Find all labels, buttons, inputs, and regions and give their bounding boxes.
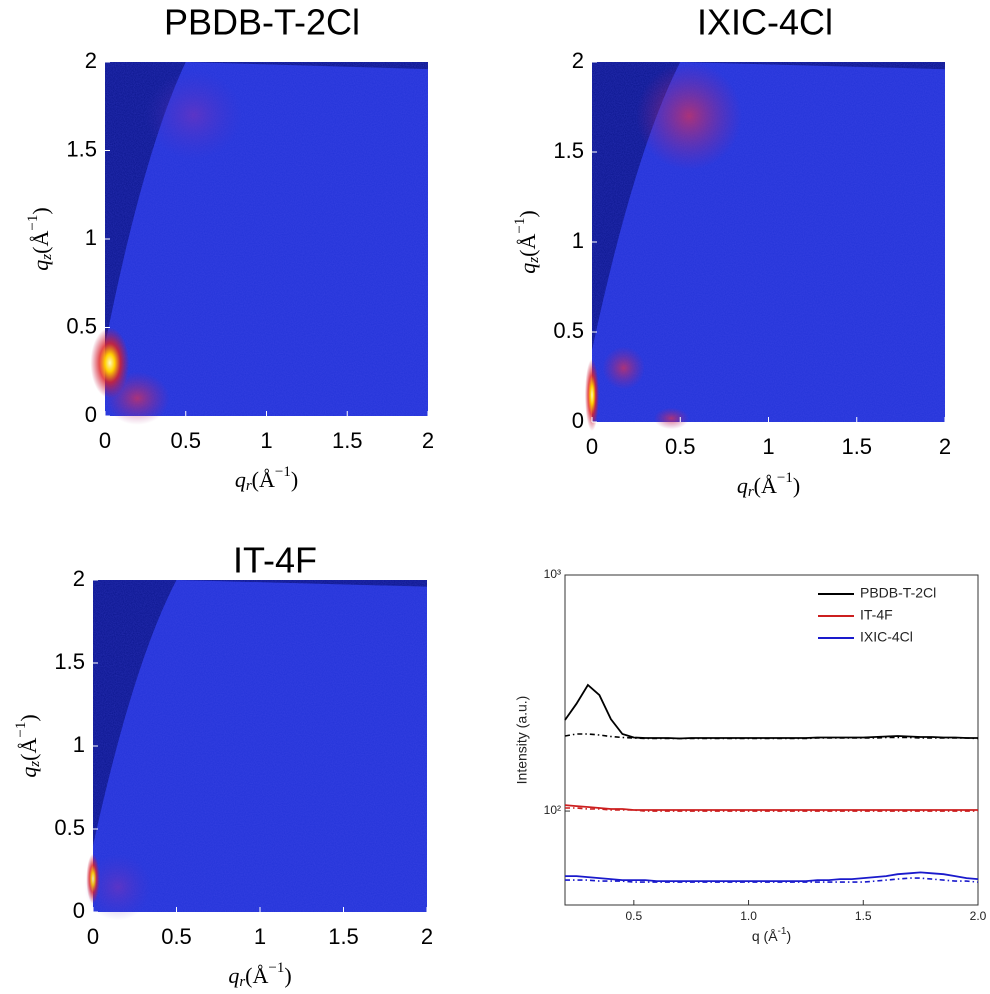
- label-superscript: −1: [777, 470, 793, 486]
- label-superscript: -1: [778, 926, 787, 937]
- label-subscript: z: [526, 257, 542, 264]
- x-axis-label: qr(Å−1): [737, 470, 800, 500]
- chart-title: IXIC-4Cl: [697, 2, 833, 43]
- chart-title: PBDB-T-2Cl: [164, 2, 360, 43]
- label-unit: (Å: [754, 473, 777, 498]
- y-tick-label: 0.5: [553, 318, 584, 343]
- label-unit: (Å: [16, 738, 41, 761]
- y-tick-label: 0: [73, 898, 85, 923]
- y-tick-label: 1: [85, 225, 97, 250]
- label-symbol: q: [228, 963, 239, 988]
- plot-frame: [564, 574, 979, 906]
- label-unit: (Å: [28, 231, 53, 254]
- intensity-spot: [653, 407, 690, 430]
- x-axis-label: qr(Å−1): [235, 464, 298, 494]
- series-line: [564, 804, 978, 811]
- x-tick-label: 1: [254, 924, 266, 949]
- label-close: ): [786, 928, 791, 944]
- x-tick-label: 2: [422, 428, 434, 453]
- label-close: ): [16, 714, 41, 721]
- label-symbol: q: [235, 467, 246, 492]
- label-superscript: −1: [275, 464, 291, 480]
- intensity-spot: [602, 346, 645, 390]
- y-tick-label: 0: [572, 408, 584, 433]
- label-superscript: −1: [13, 722, 29, 738]
- label-close: ): [515, 210, 540, 217]
- legend-label: IT-4F: [860, 607, 893, 623]
- x-tick-label: 0.5: [170, 428, 201, 453]
- y-tick-label: 0: [85, 402, 97, 427]
- label-subscript: z: [27, 761, 43, 768]
- y-tick-label: 0.5: [54, 815, 85, 840]
- x-tick-label: 0.5: [161, 924, 192, 949]
- intensity-spot: [145, 70, 243, 160]
- x-tick-label: 1: [260, 428, 272, 453]
- x-tick-label: 1.0: [740, 909, 757, 923]
- x-tick-label: 1.5: [328, 924, 359, 949]
- y-axis-label: Intensity (a.u.): [514, 696, 530, 785]
- x-tick-label: 2: [939, 434, 951, 459]
- x-tick-label: 1.5: [855, 909, 872, 923]
- x-axis-label: q (Å-1): [752, 926, 791, 944]
- y-axis-label: qz(Å−1): [13, 714, 43, 777]
- x-tick-label: 0: [87, 924, 99, 949]
- x-axis-label: qr(Å−1): [228, 960, 291, 990]
- y-tick-label: 0.5: [66, 313, 97, 338]
- label-close: ): [28, 207, 53, 214]
- x-tick-label: 0.5: [625, 909, 642, 923]
- label-unit: (Å: [245, 963, 268, 988]
- y-tick-label: 10³: [544, 567, 561, 581]
- x-tick-label: 1.5: [332, 428, 363, 453]
- y-axis-label: qz(Å−1): [25, 207, 55, 270]
- label-unit: (Å: [252, 467, 275, 492]
- y-tick-label: 1: [572, 228, 584, 253]
- label-subscript: r: [246, 478, 252, 494]
- x-tick-label: 0.5: [665, 434, 696, 459]
- y-tick-label: 1.5: [553, 138, 584, 163]
- label-superscript: −1: [25, 215, 41, 231]
- label-close: ): [291, 467, 298, 492]
- y-axis-label: qz(Å−1): [512, 210, 542, 273]
- y-tick-label: 1.5: [66, 136, 97, 161]
- label-unit: (Å: [515, 234, 540, 257]
- x-tick-label: 2.0: [970, 909, 987, 923]
- intensity-spot: [584, 359, 600, 431]
- label-symbol: q: [16, 767, 41, 778]
- series-line: [564, 683, 978, 740]
- intensity-spot: [84, 853, 152, 921]
- label-symbol: q: [28, 260, 53, 271]
- x-tick-label: 0: [586, 434, 598, 459]
- y-tick-label: 2: [572, 48, 584, 73]
- label-main: q (Å: [752, 928, 778, 944]
- label-close: ): [793, 473, 800, 498]
- y-tick-label: 1: [73, 732, 85, 757]
- legend-label: PBDB-T-2Cl: [860, 585, 936, 601]
- y-tick-label: 1.5: [54, 649, 85, 674]
- x-tick-label: 0: [99, 428, 111, 453]
- label-symbol: q: [515, 263, 540, 274]
- scattering-noise: [93, 580, 427, 912]
- x-tick-label: 1: [762, 434, 774, 459]
- label-subscript: r: [239, 974, 245, 990]
- chart-title: IT-4F: [233, 540, 317, 581]
- legend-label: IXIC-4Cl: [860, 629, 913, 645]
- intensity-spot: [636, 62, 743, 170]
- y-tick-label: 2: [85, 48, 97, 73]
- x-tick-label: 1.5: [841, 434, 872, 459]
- label-superscript: −1: [512, 218, 528, 234]
- y-tick-label: 2: [73, 566, 85, 591]
- label-subscript: z: [39, 254, 55, 261]
- label-superscript: −1: [268, 960, 284, 976]
- y-tick-label: 10²: [544, 803, 561, 817]
- x-tick-label: 2: [421, 924, 433, 949]
- label-symbol: q: [737, 473, 748, 498]
- label-close: ): [284, 963, 291, 988]
- label-subscript: r: [748, 484, 754, 500]
- series-line: [565, 871, 979, 882]
- intensity-spot: [105, 371, 170, 425]
